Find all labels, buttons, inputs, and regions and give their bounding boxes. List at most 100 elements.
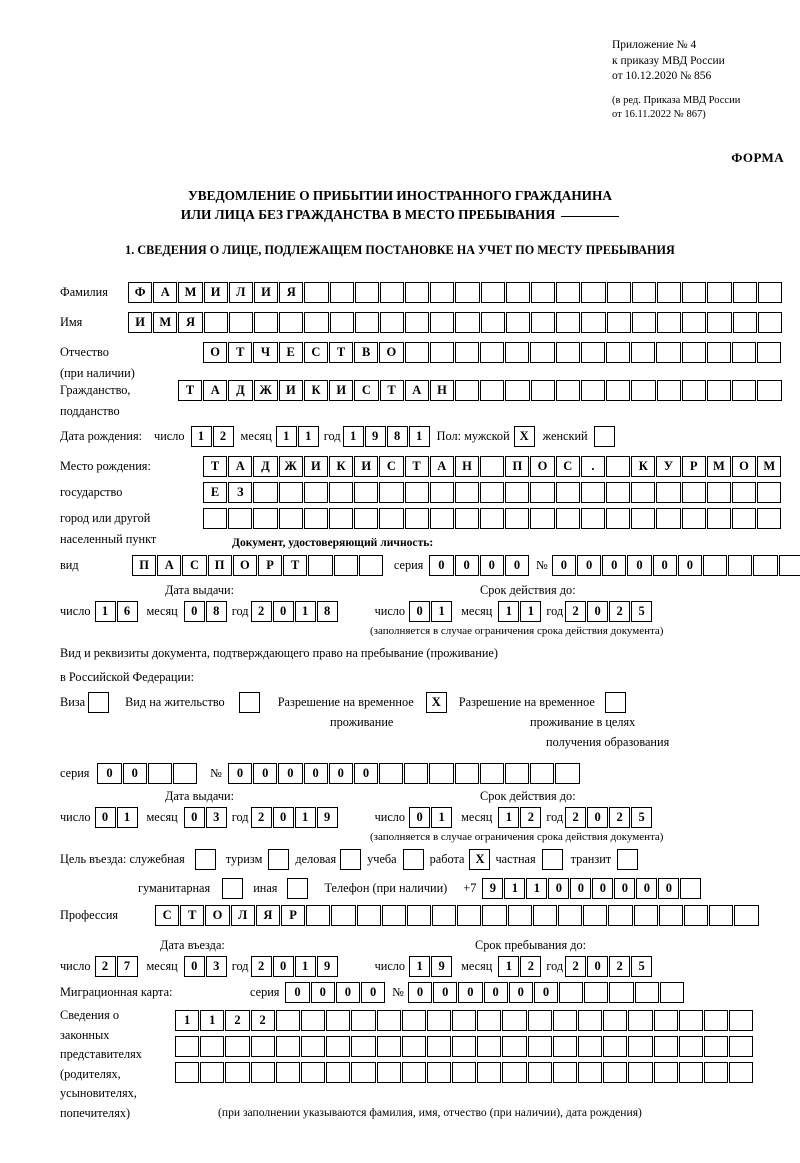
char-cell[interactable]: 2 [565,807,587,828]
char-cell[interactable] [326,1036,351,1057]
char-cell[interactable] [578,1062,603,1083]
char-cell[interactable]: 3 [205,956,227,977]
char-cell[interactable] [678,1036,703,1057]
char-cell[interactable] [376,1062,401,1083]
char-cell[interactable]: 0 [94,807,116,828]
char-cell[interactable] [430,282,455,303]
char-cell[interactable] [379,763,404,784]
char-cell[interactable] [379,312,405,333]
char-cell[interactable] [556,282,581,303]
char-cell[interactable]: 3 [205,807,227,828]
char-cell[interactable]: П [207,555,232,576]
char-cell[interactable] [275,1010,300,1031]
legal-rep-input-2[interactable] [175,1036,754,1057]
char-cell[interactable]: А [228,456,253,477]
char-cell[interactable] [250,1036,275,1057]
char-cell[interactable] [333,555,358,576]
char-cell[interactable] [552,1010,577,1031]
char-cell[interactable] [401,1036,426,1057]
char-cell[interactable]: 8 [386,426,408,447]
char-cell[interactable] [584,982,609,1003]
purpose-private-checkbox[interactable] [541,849,563,870]
char-cell[interactable]: 0 [122,763,147,784]
char-cell[interactable] [530,482,555,503]
char-cell[interactable] [455,380,480,401]
char-cell[interactable]: 1 [200,1010,225,1031]
char-cell[interactable] [631,508,656,529]
char-cell[interactable] [653,1010,678,1031]
char-cell[interactable]: 1 [526,878,548,899]
char-cell[interactable]: 0 [508,982,533,1003]
char-cell[interactable]: 9 [482,878,504,899]
char-cell[interactable]: 1 [520,601,542,622]
char-cell[interactable] [379,482,404,503]
char-cell[interactable]: 0 [677,555,702,576]
temp-residence-checkbox[interactable]: X [425,692,447,713]
char-cell[interactable]: С [555,456,580,477]
char-cell[interactable] [681,380,706,401]
char-cell[interactable] [556,312,581,333]
char-cell[interactable]: Т [178,380,203,401]
char-cell[interactable] [354,482,379,503]
char-cell[interactable] [379,282,405,303]
char-cell[interactable] [606,380,631,401]
char-cell[interactable]: 0 [183,601,205,622]
char-cell[interactable]: 0 [407,982,433,1003]
char-cell[interactable] [681,342,706,363]
char-cell[interactable] [527,1010,552,1031]
char-cell[interactable]: 9 [364,426,386,447]
char-cell[interactable] [530,342,555,363]
char-cell[interactable]: М [706,456,731,477]
char-cell[interactable]: И [303,456,328,477]
char-cell[interactable]: Д [228,380,253,401]
char-cell[interactable] [680,878,702,899]
char-cell[interactable]: М [757,456,782,477]
char-cell[interactable]: 5 [631,601,653,622]
char-cell[interactable] [608,905,633,926]
char-cell[interactable] [429,342,454,363]
char-cell[interactable] [606,508,631,529]
char-cell[interactable]: 0 [429,555,454,576]
char-cell[interactable] [703,1010,729,1031]
char-cell[interactable]: К [328,456,354,477]
char-cell[interactable] [703,1062,729,1083]
char-cell[interactable] [200,1062,225,1083]
char-cell[interactable]: А [157,555,182,576]
char-cell[interactable] [477,1036,502,1057]
char-cell[interactable] [603,1010,628,1031]
char-cell[interactable] [381,905,406,926]
char-cell[interactable] [656,482,681,503]
char-cell[interactable] [678,1010,703,1031]
char-cell[interactable]: 0 [551,555,576,576]
char-cell[interactable] [583,905,608,926]
char-cell[interactable] [454,342,480,363]
char-cell[interactable]: 1 [498,807,520,828]
char-cell[interactable]: О [232,555,257,576]
char-cell[interactable]: 0 [658,878,680,899]
char-cell[interactable] [376,1036,401,1057]
char-cell[interactable] [328,508,354,529]
char-cell[interactable]: 0 [272,601,294,622]
char-cell[interactable] [634,982,659,1003]
char-cell[interactable] [477,1062,502,1083]
char-cell[interactable] [527,1062,552,1083]
char-cell[interactable]: У [656,456,681,477]
char-cell[interactable] [455,282,480,303]
char-cell[interactable] [454,763,479,784]
char-cell[interactable]: Е [278,342,303,363]
char-cell[interactable] [606,312,631,333]
char-cell[interactable] [581,282,606,303]
char-cell[interactable]: 2 [565,956,587,977]
char-cell[interactable]: Ж [278,456,303,477]
